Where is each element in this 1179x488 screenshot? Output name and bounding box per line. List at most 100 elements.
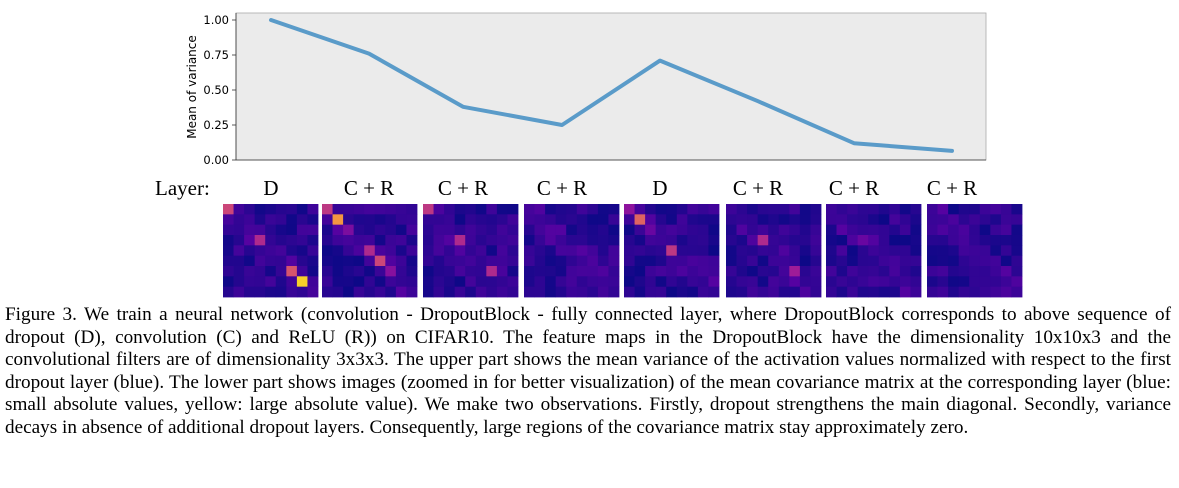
covariance-cell <box>244 255 256 267</box>
covariance-cell <box>534 235 546 246</box>
covariance-cell <box>655 266 667 277</box>
covariance-cell <box>687 255 699 267</box>
covariance-cell <box>496 276 508 288</box>
covariance-cell <box>736 266 748 277</box>
covariance-cell <box>332 276 344 288</box>
covariance-cell <box>708 235 720 246</box>
covariance-cell <box>697 204 709 215</box>
covariance-cell <box>789 235 801 246</box>
covariance-cell <box>789 224 801 236</box>
covariance-cell <box>687 245 699 257</box>
covariance-cell <box>676 224 688 236</box>
covariance-cell <box>566 266 578 277</box>
covariance-cell <box>233 214 245 226</box>
layer-label: C + R <box>438 176 488 200</box>
covariance-cell <box>969 204 981 215</box>
covariance-cell <box>889 245 901 257</box>
y-ticks: 0.00 0.25 0.50 0.75 1.00 <box>203 13 236 167</box>
covariance-cell <box>927 276 938 288</box>
covariance-cell <box>507 276 519 288</box>
covariance-cell <box>423 204 434 215</box>
covariance-cell <box>799 255 811 267</box>
covariance-cell <box>857 286 869 298</box>
covariance-cell <box>566 214 578 226</box>
covariance-cell <box>244 235 256 246</box>
covariance-cell <box>524 245 535 257</box>
y-tick-label: 0.00 <box>203 153 229 167</box>
covariance-cell <box>878 276 890 288</box>
covariance-cell <box>597 245 609 257</box>
covariance-cell <box>555 276 567 288</box>
covariance-cell <box>364 235 376 246</box>
covariance-cell <box>353 235 365 246</box>
covariance-cell <box>624 214 635 226</box>
covariance-cell <box>990 276 1002 288</box>
covariance-cell <box>332 266 344 277</box>
covariance-cell <box>486 214 498 226</box>
covariance-cell <box>666 235 678 246</box>
covariance-cell <box>836 214 848 226</box>
covariance-cell <box>937 224 949 236</box>
covariance-cell <box>534 204 546 215</box>
covariance-cell <box>296 224 308 236</box>
covariance-cell <box>768 276 780 288</box>
covariance-cell <box>847 276 859 288</box>
covariance-cell <box>597 204 609 215</box>
covariance-cell <box>768 266 780 277</box>
y-tick-label: 0.50 <box>203 83 229 97</box>
covariance-cell <box>857 204 869 215</box>
covariance-cell <box>545 286 557 298</box>
covariance-cell <box>223 224 234 236</box>
covariance-cell <box>423 276 434 288</box>
covariance-cell <box>836 276 848 288</box>
covariance-cell <box>757 286 769 298</box>
covariance-cell <box>254 204 266 215</box>
covariance-cell <box>406 266 418 277</box>
covariance-cell <box>608 245 620 257</box>
layer-label: C + R <box>829 176 879 200</box>
covariance-cell <box>624 276 635 288</box>
covariance-cell <box>757 276 769 288</box>
covariance-cell <box>233 266 245 277</box>
covariance-cell <box>444 266 456 277</box>
covariance-cell <box>757 204 769 215</box>
covariance-cell <box>697 235 709 246</box>
covariance-cell <box>423 214 434 226</box>
covariance-cell <box>810 235 822 246</box>
covariance-cell <box>937 204 949 215</box>
covariance-cell <box>899 276 911 288</box>
covariance-cell <box>1011 255 1023 267</box>
covariance-cell <box>555 214 567 226</box>
covariance-cell <box>223 235 234 246</box>
covariance-cell <box>826 235 837 246</box>
covariance-cell <box>296 276 308 288</box>
covariance-cell <box>444 276 456 288</box>
covariance-cell <box>937 255 949 267</box>
y-tick-label: 0.75 <box>203 48 229 62</box>
covariance-panel <box>826 204 922 298</box>
covariance-cell <box>465 276 477 288</box>
covariance-cell <box>868 204 880 215</box>
covariance-cell <box>233 255 245 267</box>
covariance-cell <box>889 266 901 277</box>
covariance-cell <box>1011 266 1023 277</box>
covariance-cell <box>254 255 266 267</box>
covariance-cell <box>676 286 688 298</box>
covariance-cell <box>726 214 737 226</box>
covariance-cell <box>475 286 487 298</box>
covariance-cell <box>353 276 365 288</box>
layer-label: C + R <box>344 176 394 200</box>
covariance-cell <box>374 266 386 277</box>
covariance-cell <box>233 235 245 246</box>
covariance-panel <box>624 204 720 298</box>
covariance-cell <box>666 266 678 277</box>
covariance-cell <box>799 235 811 246</box>
covariance-cell <box>486 286 498 298</box>
layer-label: C + R <box>733 176 783 200</box>
covariance-cell <box>343 224 355 236</box>
covariance-cell <box>757 255 769 267</box>
covariance-cell <box>332 235 344 246</box>
covariance-cell <box>687 266 699 277</box>
covariance-cell <box>1000 204 1012 215</box>
covariance-cell <box>697 245 709 257</box>
